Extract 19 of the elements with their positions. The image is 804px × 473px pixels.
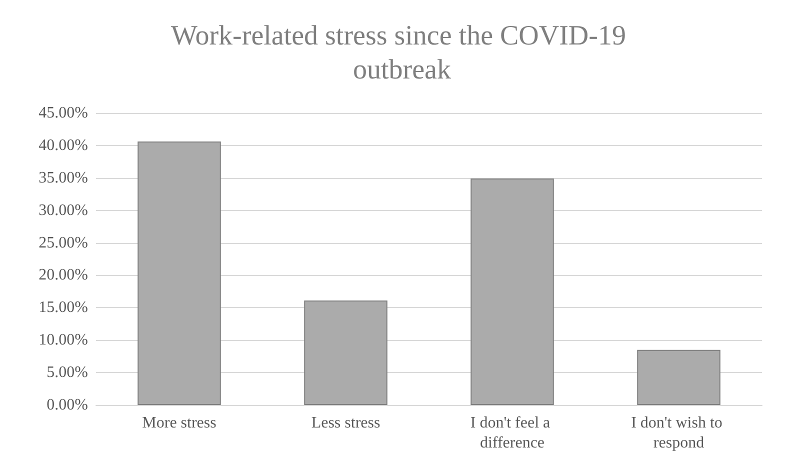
y-tick-label: 5.00% <box>46 364 88 382</box>
y-tick-label: 15.00% <box>38 299 88 316</box>
y-tick-label: 40.00% <box>38 136 88 154</box>
y-tick-label: 0.00% <box>46 396 88 414</box>
chart-title: Work-related stress since the COVID-19 outbreak <box>171 20 633 86</box>
bar <box>304 300 388 405</box>
x-tick-label: Less stress <box>311 414 380 432</box>
x-tick-label: I don't feel a difference <box>470 414 554 452</box>
bar <box>637 350 720 405</box>
bar <box>470 178 554 405</box>
bar <box>138 142 221 405</box>
y-tick-label: 30.00% <box>38 202 88 219</box>
y-tick-label: 20.00% <box>38 266 88 284</box>
y-tick-label: 45.00% <box>38 104 88 122</box>
x-tick-label: I don't wish to respond <box>631 414 726 452</box>
x-tick-label: More stress <box>142 414 216 432</box>
y-tick-label: 25.00% <box>38 234 88 252</box>
y-tick-label: 35.00% <box>38 169 88 186</box>
y-tick-label: 10.00% <box>38 332 88 349</box>
